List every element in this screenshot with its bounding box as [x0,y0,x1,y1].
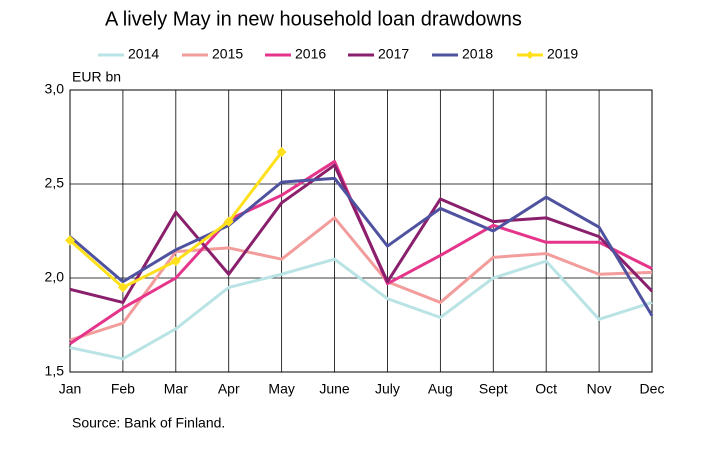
series-line [69,216,653,342]
x-tick-label: Aug [428,381,453,397]
x-tick-label: Mar [164,381,188,397]
x-tick-label: Sept [479,381,508,397]
x-tick-label: Dec [640,381,665,397]
x-tick-label: Nov [587,381,612,397]
series-line [69,163,654,304]
point-marker [117,282,128,293]
legend-label: 2019 [547,46,578,62]
point-marker [223,216,234,227]
y-tick-label: 2,5 [45,175,65,191]
chart-title: A lively May in new household loan drawd… [105,8,522,30]
point-marker [65,235,75,246]
legend-label: 2014 [128,46,159,62]
legend-label: 2016 [295,46,326,62]
x-tick-label: Oct [535,381,557,397]
legend-label: 2017 [378,46,409,62]
y-tick-label: 2,0 [45,269,65,285]
point-marker [170,256,181,267]
source: Source: Bank of Finland. [72,415,225,431]
legend-label: 2018 [462,46,493,62]
series-line [69,159,653,346]
legend-label: 2015 [212,46,243,62]
y-tick-label: 1,5 [45,363,65,379]
x-tick-label: Feb [111,381,135,397]
series-line [69,257,653,361]
y-tick-label: 3,0 [45,81,65,97]
x-tick-label: Apr [218,381,240,397]
x-tick-label: June [319,381,350,397]
x-tick-label: May [268,381,294,397]
series-line [69,176,654,317]
legend-marker [526,51,534,59]
plot-frame [69,89,653,373]
x-tick-label: Jan [59,381,82,397]
x-tick-label: July [375,381,400,397]
y-axis-label: EUR bn [72,69,121,85]
point-marker [276,147,287,158]
